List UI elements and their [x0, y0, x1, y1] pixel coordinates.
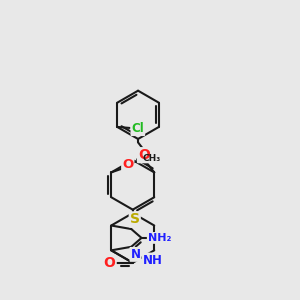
- Text: O: O: [104, 256, 116, 270]
- Text: O: O: [122, 158, 134, 171]
- Text: Cl: Cl: [131, 122, 144, 135]
- Text: NH: NH: [142, 254, 163, 266]
- Text: NH₂: NH₂: [148, 233, 171, 243]
- Text: N: N: [130, 248, 140, 261]
- Text: O: O: [138, 148, 150, 162]
- Text: S: S: [130, 212, 140, 226]
- Text: CH₃: CH₃: [143, 154, 161, 163]
